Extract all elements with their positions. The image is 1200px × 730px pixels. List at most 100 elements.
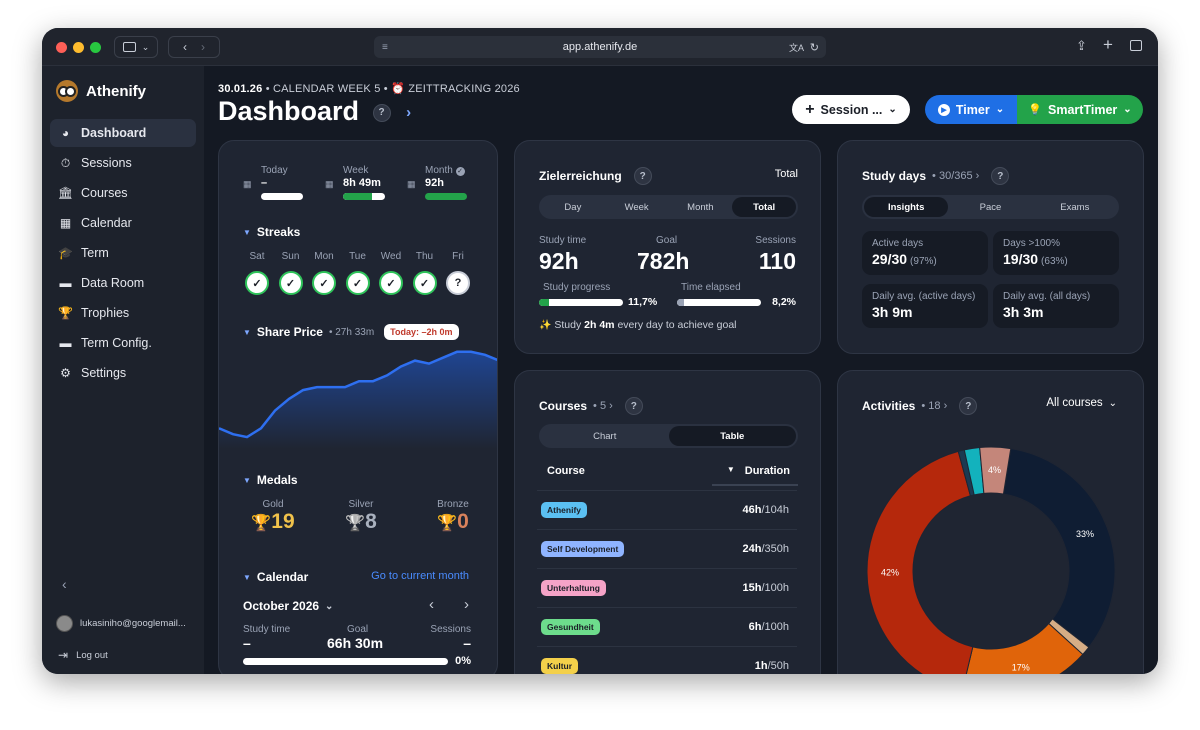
site-settings-icon[interactable]: ≡ <box>382 41 388 53</box>
translate-icon[interactable]: 文A <box>788 42 804 53</box>
sidebar-item-dashboard[interactable]: ◕ Dashboard <box>50 119 196 147</box>
maximize-window-button[interactable] <box>90 42 101 53</box>
brand[interactable]: Athenify <box>56 80 146 102</box>
donut-slice-label: 33% <box>1076 529 1094 539</box>
page-title: Dashboard ? › <box>218 96 411 127</box>
magic-wand-icon: ✨ <box>539 320 552 331</box>
donut-slice[interactable] <box>866 450 974 674</box>
sidebar-toggle-button[interactable]: ⌄ <box>114 36 158 58</box>
next-month-icon[interactable]: › <box>464 596 469 613</box>
courses-header[interactable]: Courses • 5 › ? <box>539 397 643 415</box>
lightbulb-icon: 💡 <box>1028 104 1043 116</box>
table-row[interactable]: Self Development 24h/350h <box>537 529 797 568</box>
smarttimer-button[interactable]: 💡 SmartTimer ⌄ <box>1017 95 1143 124</box>
stat-label: Active days <box>872 238 924 249</box>
study-days-header[interactable]: Study days • 30/365 › ? <box>862 167 1010 185</box>
table-row[interactable]: Unterhaltung 15h/100h <box>537 568 797 607</box>
calendar-header[interactable]: ▼ Calendar <box>243 570 308 584</box>
donut-slice[interactable] <box>962 622 1084 674</box>
week-progress-bar <box>343 193 385 200</box>
close-window-button[interactable] <box>56 42 67 53</box>
col-duration-label: Duration <box>744 465 790 477</box>
donut-slice[interactable] <box>1002 448 1116 648</box>
sidebar-item-trophies[interactable]: 🏆 Trophies <box>50 299 196 327</box>
sidebar-item-term[interactable]: 🎓 Term <box>50 239 196 267</box>
goal-goal-label: Goal <box>656 235 678 246</box>
month-selector[interactable]: October 2026 ⌄ <box>243 599 333 613</box>
share-icon[interactable]: ⇪ <box>1076 38 1087 53</box>
user-account[interactable]: lukasiniho@googlemail... <box>56 615 186 632</box>
sidebar-item-label: Dashboard <box>81 126 147 140</box>
medals-header[interactable]: ▼ Medals <box>243 473 298 487</box>
streaks-header[interactable]: ▼ Streaks <box>243 225 300 239</box>
course-duration: 15h/100h <box>743 582 790 594</box>
streak-check-icon: ✓ <box>312 271 336 295</box>
streak-day-label: Fri <box>452 251 464 262</box>
help-icon[interactable]: ? <box>959 397 978 415</box>
sidebar-item-calendar[interactable]: ▦ Calendar <box>50 209 196 237</box>
study-stat-box: Daily avg. (all days) 3h 3m <box>993 284 1119 328</box>
prev-month-icon[interactable]: ‹ <box>429 596 434 613</box>
check-circle-icon: ✓ <box>455 167 465 176</box>
tab-table[interactable]: Table <box>668 426 796 446</box>
course-duration: 1h/50h <box>755 660 789 672</box>
tabs-overview-icon[interactable] <box>1130 40 1142 51</box>
donut-slice-label: 4% <box>988 465 1001 475</box>
col-duration-header[interactable]: ▼ Duration <box>727 465 790 477</box>
sidebar-item-courses[interactable]: 🏛 Courses <box>50 179 196 207</box>
new-tab-icon[interactable]: + <box>1103 35 1113 54</box>
courses-view-tabs: Chart Table <box>539 424 798 448</box>
tab-pace[interactable]: Pace <box>979 201 1002 213</box>
collapse-sidebar-icon[interactable]: ‹ <box>62 576 67 592</box>
table-row[interactable]: Gesundheit 6h/100h <box>537 607 797 646</box>
course-duration: 6h/100h <box>749 621 789 633</box>
stat-sub: (97%) <box>910 256 937 267</box>
table-row[interactable]: Kultur 1h/50h <box>537 646 797 674</box>
goal-sessions-value: 110 <box>758 248 796 274</box>
sidebar-item-sessions[interactable]: ⏱ Sessions <box>50 149 196 177</box>
streak-day-label: Sun <box>281 251 300 262</box>
tab-week[interactable]: Week <box>624 201 649 213</box>
medals-title: Medals <box>256 473 298 487</box>
current-month-link[interactable]: Go to current month <box>371 570 469 582</box>
minimize-window-button[interactable] <box>73 42 84 53</box>
help-icon[interactable]: ? <box>991 167 1010 185</box>
sidebar-item-data-room[interactable]: ▬ Data Room <box>50 269 196 297</box>
reload-icon[interactable]: ↻ <box>809 41 819 54</box>
timer-button[interactable]: ▶ Timer ⌄ <box>925 95 1017 124</box>
duration-total: /100h <box>761 582 789 594</box>
folder-icon: ▬ <box>59 336 72 350</box>
bronze-label: Bronze <box>437 499 469 510</box>
help-icon[interactable]: ? <box>624 397 643 415</box>
session-button[interactable]: + Session ... ⌄ <box>792 95 910 124</box>
page-title-text: Dashboard <box>218 96 360 126</box>
tab-total[interactable]: Total <box>732 197 796 217</box>
chevron-right-icon[interactable]: › <box>406 104 412 122</box>
table-row[interactable]: Athenify 46h/104h <box>537 490 797 529</box>
forward-icon[interactable]: › <box>201 40 205 54</box>
silver-label: Silver <box>348 499 374 510</box>
medals-row: Gold 🏆19 Silver 🏆8 Bronze 🏆0 <box>243 499 483 541</box>
tab-day[interactable]: Day <box>564 201 582 213</box>
course-filter-select[interactable]: All courses ⌄ <box>1046 397 1117 409</box>
tab-month[interactable]: Month <box>687 201 714 213</box>
goal-study-label: Study time <box>539 235 587 246</box>
help-icon[interactable]: ? <box>633 167 652 185</box>
smarttimer-button-label: SmartTimer <box>1048 102 1118 117</box>
tab-insights[interactable]: Insights <box>864 197 949 217</box>
trophy-icon: 🏆 <box>345 515 366 532</box>
sidebar-item-term-config[interactable]: ▬ Term Config. <box>50 329 196 357</box>
activities-header[interactable]: Activities • 18 › ? <box>862 397 978 415</box>
share-price-header[interactable]: ▼ Share Price • 27h 33m Today: –2h 0m <box>243 324 493 340</box>
back-icon[interactable]: ‹ <box>183 40 187 54</box>
donut-slice[interactable] <box>979 446 1012 495</box>
address-bar[interactable]: ≡ app.athenify.de 文A ↻ <box>374 36 826 58</box>
logout-button[interactable]: ⇥ Log out <box>58 648 108 662</box>
tab-chart[interactable]: Chart <box>593 430 617 442</box>
tab-exams[interactable]: Exams <box>1060 201 1090 213</box>
sidebar-item-settings[interactable]: ⚙ Settings <box>50 359 196 387</box>
help-icon[interactable]: ? <box>372 103 391 122</box>
hint-pre: Study <box>554 319 582 331</box>
url-text: app.athenify.de <box>562 41 638 53</box>
col-course-header[interactable]: Course <box>547 465 585 477</box>
